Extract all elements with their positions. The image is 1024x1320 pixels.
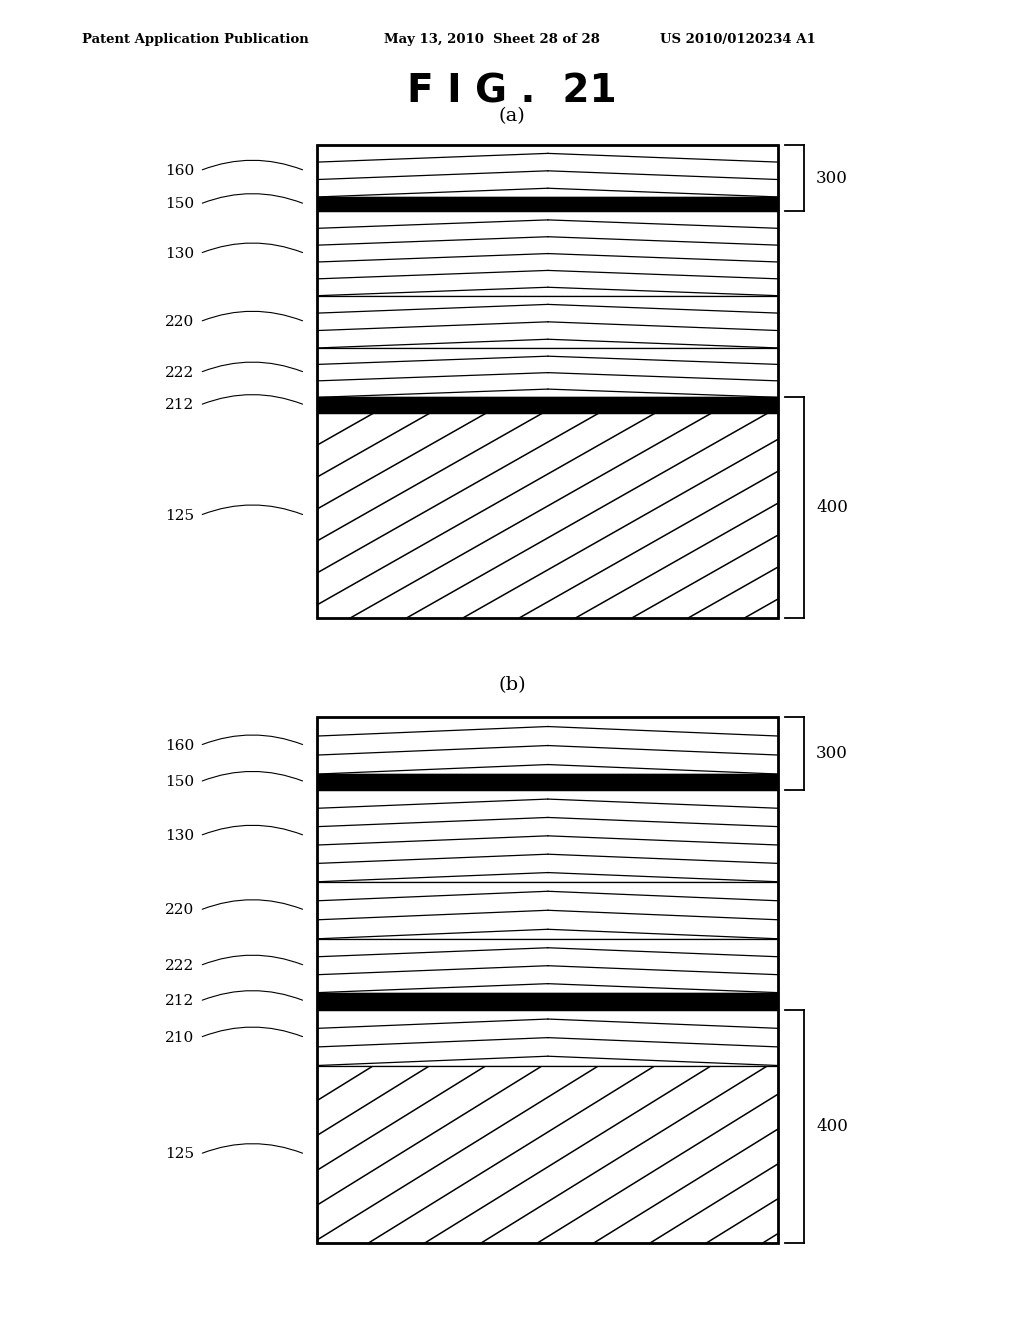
Bar [317,211,778,296]
Text: 125: 125 [166,1147,195,1162]
Text: 212: 212 [165,994,195,1008]
Bar [317,348,778,397]
Bar [317,789,778,882]
Bar [317,774,778,789]
Text: 300: 300 [816,744,848,762]
Text: F I G .  21: F I G . 21 [408,73,616,111]
Bar [317,397,778,413]
Text: May 13, 2010  Sheet 28 of 28: May 13, 2010 Sheet 28 of 28 [384,33,600,46]
Text: (a): (a) [499,107,525,125]
Text: 400: 400 [816,1118,848,1135]
Bar [317,397,778,413]
Bar [317,145,778,618]
Bar [317,413,778,618]
Bar [317,717,778,1243]
Text: 220: 220 [165,903,195,917]
Bar [317,1065,778,1243]
Text: (b): (b) [499,676,525,694]
Text: 160: 160 [165,164,195,178]
Bar [317,717,778,774]
Text: 212: 212 [165,399,195,412]
Text: 160: 160 [165,738,195,752]
Text: 400: 400 [816,499,848,516]
Bar [317,1010,778,1065]
Text: 150: 150 [166,197,195,211]
Text: 130: 130 [166,829,195,843]
Text: 222: 222 [165,958,195,973]
Bar [317,993,778,1010]
Text: 210: 210 [165,1031,195,1044]
Text: 222: 222 [165,366,195,380]
Text: 150: 150 [166,775,195,789]
Text: 130: 130 [166,247,195,260]
Bar [317,939,778,993]
Text: US 2010/0120234 A1: US 2010/0120234 A1 [660,33,816,46]
Text: 300: 300 [816,169,848,186]
Text: Patent Application Publication: Patent Application Publication [82,33,308,46]
Bar [317,993,778,1010]
Bar [317,145,778,197]
Bar [317,774,778,789]
Text: 125: 125 [166,508,195,523]
Bar [317,296,778,348]
Bar [317,882,778,939]
Bar [317,197,778,211]
Bar [317,197,778,211]
Text: 220: 220 [165,314,195,329]
